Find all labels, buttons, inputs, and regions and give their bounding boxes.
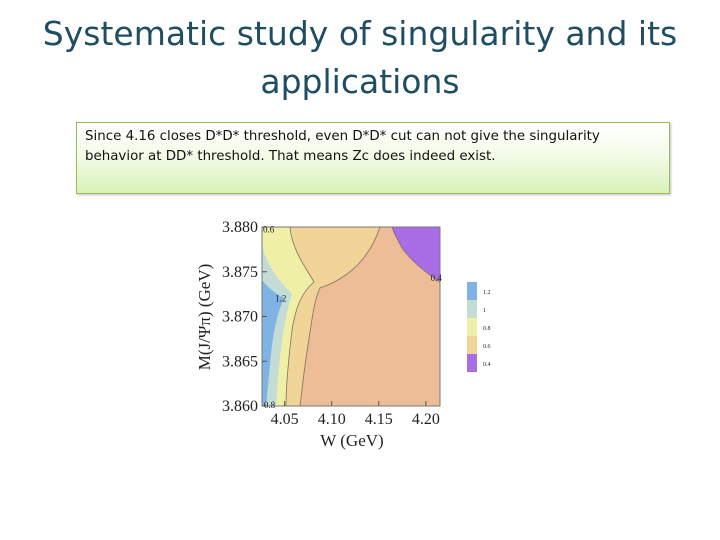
contour-regions bbox=[262, 227, 440, 406]
contour-label: 0.4 bbox=[431, 273, 443, 283]
contour-label: 0.8 bbox=[264, 400, 276, 410]
legend-label: 0.6 bbox=[483, 344, 491, 350]
contour-lines bbox=[285, 226, 441, 407]
x-tick-label: 4.15 bbox=[365, 411, 393, 428]
legend-swatch bbox=[467, 318, 477, 336]
legend-swatch bbox=[467, 282, 477, 300]
y-tick-label: 3.880 bbox=[222, 219, 258, 236]
legend-swatch bbox=[467, 300, 477, 318]
x-tick-labels: 4.05 4.10 4.15 4.20 bbox=[271, 411, 440, 428]
contour-value-labels: 0.6 0.4 1.2 0.8 bbox=[263, 225, 442, 410]
y-tick-marks bbox=[262, 226, 267, 407]
y-tick-label: 3.860 bbox=[222, 398, 258, 415]
slide-title: Systematic study of singularity and its … bbox=[42, 14, 678, 101]
contour-label: 1.2 bbox=[275, 294, 286, 304]
y-tick-label: 3.865 bbox=[222, 353, 258, 370]
legend-label: 0.4 bbox=[483, 362, 491, 368]
legend-label: 0.8 bbox=[483, 326, 491, 332]
y-tick-labels: 3.860 3.865 3.870 3.875 3.880 bbox=[222, 219, 258, 415]
colorbar-legend: 1.2 1 0.8 0.6 0.4 bbox=[467, 282, 491, 372]
contour-label: 0.6 bbox=[263, 225, 275, 235]
legend-label: 1 bbox=[483, 308, 486, 314]
x-tick-label: 4.05 bbox=[271, 411, 299, 428]
x-axis-label: W (GeV) bbox=[320, 431, 383, 450]
y-axis-label: M(J/Ψπ) (GeV) bbox=[195, 264, 214, 371]
region-level-0.4 bbox=[392, 227, 440, 282]
legend-label: 1.2 bbox=[483, 290, 491, 296]
y-tick-label: 3.870 bbox=[222, 309, 258, 326]
legend-swatch bbox=[467, 354, 477, 372]
x-tick-label: 4.20 bbox=[412, 411, 440, 428]
note-box: Since 4.16 closes D*D* threshold, even D… bbox=[76, 122, 670, 194]
x-tick-label: 4.10 bbox=[318, 411, 346, 428]
y-tick-label: 3.875 bbox=[222, 264, 258, 281]
x-tick-marks bbox=[284, 401, 427, 406]
legend-swatch bbox=[467, 336, 477, 354]
region-level-1.2 bbox=[262, 280, 284, 406]
